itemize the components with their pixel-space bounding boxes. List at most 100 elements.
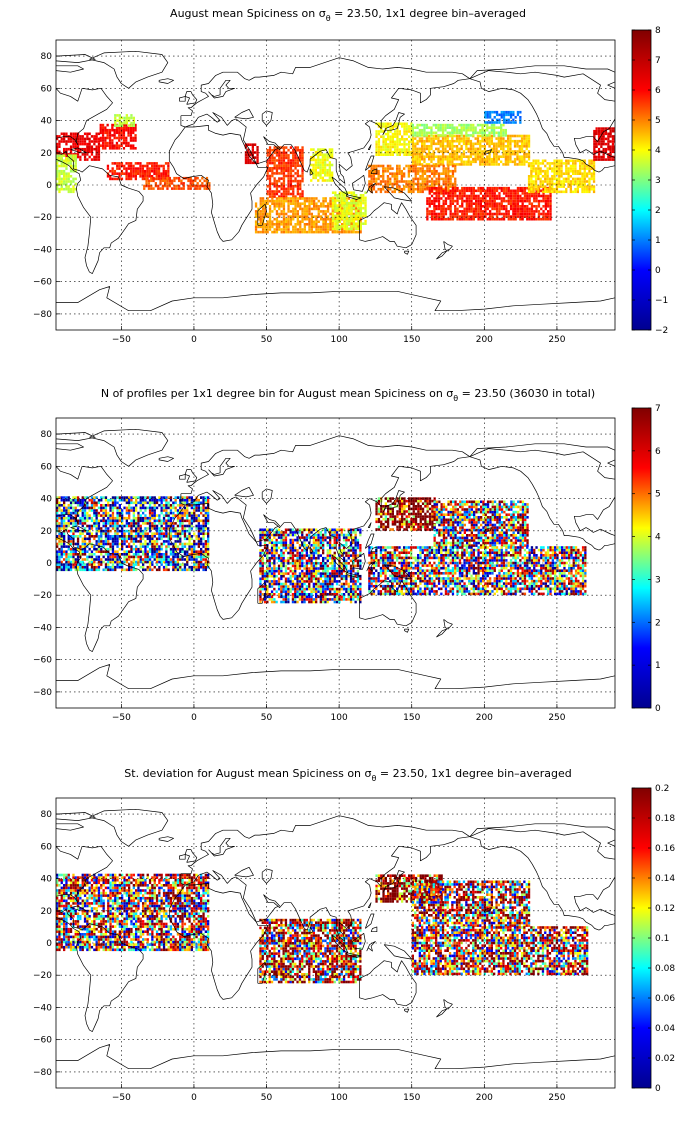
data-cell <box>442 539 446 542</box>
data-cell <box>403 172 406 175</box>
data-cell <box>476 152 480 156</box>
data-cell <box>509 152 512 156</box>
data-cell <box>495 145 498 148</box>
data-cell <box>602 158 605 161</box>
data-cell <box>65 157 68 160</box>
data-cell <box>544 197 547 200</box>
data-cell <box>391 172 394 175</box>
data-cell <box>548 180 552 183</box>
data-cell <box>153 164 156 168</box>
data-cell <box>528 199 531 203</box>
data-cell <box>493 528 497 532</box>
data-cell <box>425 126 428 129</box>
data-cell <box>315 217 318 221</box>
data-cell <box>544 187 547 191</box>
data-cell <box>268 192 272 196</box>
data-cell <box>516 134 519 138</box>
data-cell <box>401 135 404 138</box>
data-cell <box>448 139 452 143</box>
data-cell <box>273 207 276 211</box>
data-cell <box>507 150 510 153</box>
data-cell <box>266 199 269 203</box>
data-cell <box>444 202 448 205</box>
data-cell <box>479 160 482 164</box>
data-cell <box>614 127 615 130</box>
data-cell <box>483 134 486 137</box>
data-cell <box>495 152 498 156</box>
data-cell <box>414 517 418 521</box>
data-cell <box>268 151 272 155</box>
data-cell <box>280 185 283 188</box>
data-cell <box>377 187 380 191</box>
data-cell <box>398 505 401 508</box>
data-cell <box>289 220 293 223</box>
data-cell <box>336 227 339 231</box>
data-cell <box>473 539 476 542</box>
data-cell <box>69 150 73 154</box>
data-cell <box>375 499 378 503</box>
data-cell <box>482 541 485 545</box>
data-cell <box>113 162 117 165</box>
data-cell <box>391 132 394 136</box>
data-cell <box>296 210 299 213</box>
data-cell <box>503 521 506 524</box>
data-cell <box>333 217 337 221</box>
data-cell <box>479 163 482 166</box>
data-cell <box>441 126 445 129</box>
data-cell <box>519 513 522 516</box>
data-cell <box>266 177 269 180</box>
data-cell <box>86 135 89 138</box>
data-cell <box>530 177 533 181</box>
y-tick-label: 40 <box>41 117 53 127</box>
data-cell <box>456 523 459 527</box>
data-cell <box>489 210 492 213</box>
data-cell <box>463 210 466 213</box>
data-cell <box>278 207 281 211</box>
data-cell <box>271 202 274 205</box>
data-cell <box>456 518 459 522</box>
data-cell <box>491 197 494 200</box>
data-cell <box>310 148 313 151</box>
data-cell <box>421 145 424 148</box>
data-cell <box>63 182 66 186</box>
data-cell <box>512 113 515 117</box>
data-cell <box>275 148 279 152</box>
data-cell <box>334 199 337 202</box>
data-cell <box>336 194 339 197</box>
data-cell <box>611 137 615 141</box>
data-cell <box>461 215 464 218</box>
data-cell <box>574 177 577 181</box>
data-cell <box>266 154 269 157</box>
data-cell <box>532 169 535 173</box>
data-cell <box>488 160 491 164</box>
data-cell <box>572 164 575 168</box>
data-cell <box>521 205 524 208</box>
data-cell <box>553 164 556 168</box>
data-cell <box>380 507 383 511</box>
data-cell <box>484 534 487 537</box>
data-cell <box>446 137 449 140</box>
data-cell <box>491 508 494 511</box>
data-cell <box>445 505 448 509</box>
data-cell <box>148 162 151 165</box>
data-cell <box>321 171 324 175</box>
data-cell <box>368 572 371 575</box>
data-cell <box>287 220 290 223</box>
data-cell <box>308 225 311 229</box>
data-cell <box>486 217 489 221</box>
data-cell <box>411 131 414 135</box>
data-cell <box>466 508 469 511</box>
colorbar-tick-label: 1 <box>655 236 661 246</box>
data-cell <box>510 539 513 542</box>
data-cell <box>460 157 463 161</box>
data-cell <box>391 520 394 524</box>
data-cell <box>329 228 332 231</box>
data-cell <box>123 121 126 125</box>
data-cell <box>79 150 82 154</box>
data-cell <box>153 172 156 175</box>
data-cell <box>524 526 527 529</box>
data-cell <box>470 192 473 195</box>
data-cell <box>313 215 316 218</box>
data-cell <box>477 536 480 540</box>
data-cell <box>321 153 324 156</box>
